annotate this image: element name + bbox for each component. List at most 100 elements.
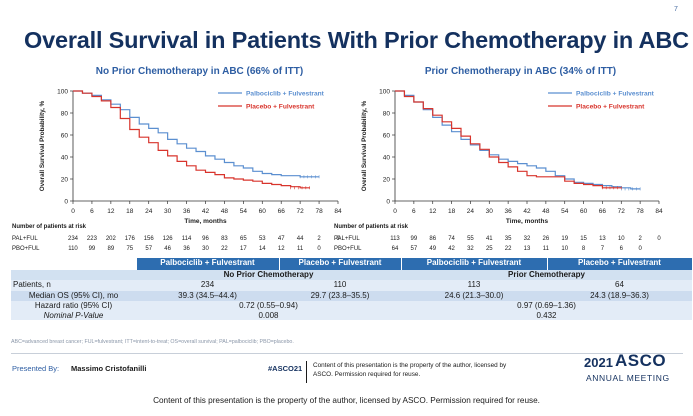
x-tick-label: 60 xyxy=(259,208,267,215)
asco-logo-year: 2021 xyxy=(584,355,613,370)
risk-value: 96 xyxy=(202,236,209,242)
risk-value: 202 xyxy=(105,236,116,242)
risk-value: 25 xyxy=(485,246,493,252)
risk-value: 0 xyxy=(317,246,321,252)
risk-value: 32 xyxy=(467,246,474,252)
risk-value: 126 xyxy=(162,236,173,242)
series-line-placebo xyxy=(395,90,622,189)
risk-value: 57 xyxy=(145,246,153,252)
risk-header-no-prior: Number of patients at risk xyxy=(12,224,87,230)
group-label-no-prior: No Prior Chemotherapy xyxy=(136,269,401,281)
risk-value: 11 xyxy=(542,246,549,252)
footer-vertical-divider xyxy=(306,361,307,383)
y-tick-label: 20 xyxy=(61,176,69,183)
y-tick-label: 60 xyxy=(61,132,69,139)
legend-label: Placebo + Fulvestrant xyxy=(246,103,315,110)
x-tick-label: 12 xyxy=(107,208,115,215)
x-tick-label: 0 xyxy=(393,208,397,215)
slide-title: Overall Survival in Patients With Prior … xyxy=(24,27,689,53)
risk-value: 13 xyxy=(599,236,606,242)
y-tick-label: 80 xyxy=(61,110,69,117)
page-number: 7 xyxy=(674,6,678,13)
risk-value: 113 xyxy=(390,236,400,242)
x-tick-label: 54 xyxy=(240,208,248,215)
hashtag: #ASCO21 xyxy=(268,364,303,373)
risk-value: 99 xyxy=(410,236,418,242)
asco-logo-subtitle: ANNUAL MEETING xyxy=(586,373,670,383)
risk-value: 10 xyxy=(617,236,625,242)
risk-value: 8 xyxy=(581,246,586,252)
x-tick-label: 54 xyxy=(561,208,569,215)
risk-value: 57 xyxy=(410,246,418,252)
footnote: ABC=advanced breast cancer; FUL=fulvestr… xyxy=(11,339,294,345)
p-value-label: Nominal P-Value xyxy=(43,310,104,320)
y-tick-label: 0 xyxy=(64,198,68,205)
p-value: 0.432 xyxy=(536,310,557,320)
risk-value: 2 xyxy=(638,236,642,242)
risk-value: 110 xyxy=(68,246,78,252)
risk-value: 156 xyxy=(143,236,154,242)
chart-heading-prior: Prior Chemotherapy in ABC (34% of ITT) xyxy=(424,66,617,77)
os-summary-table: Palbociclib + Fulvestrant Placebo + Fulv… xyxy=(11,258,693,321)
x-tick-label: 66 xyxy=(278,208,286,215)
x-tick-label: 18 xyxy=(448,208,456,215)
bottom-notice: Content of this presentation is the prop… xyxy=(153,396,540,405)
risk-value: 223 xyxy=(86,236,97,242)
hazard-ratio-value: 0.97 (0.69–1.36) xyxy=(517,301,576,311)
series-line-placebo xyxy=(73,90,310,189)
table-cell: 234 xyxy=(136,280,279,291)
y-tick-label: 80 xyxy=(383,110,391,117)
risk-value: 176 xyxy=(124,236,135,242)
asco-logo-word: ASCO xyxy=(615,351,667,370)
hazard-cell-no-prior: 0.72 (0.55–0.94) 0.008 xyxy=(136,301,401,321)
risk-value: 41 xyxy=(485,236,493,242)
presented-by-label: Presented By: xyxy=(12,364,60,373)
risk-value: 83 xyxy=(221,236,228,242)
x-tick-label: 36 xyxy=(183,208,191,215)
hazard-ratio-label: Hazard ratio (95% CI) xyxy=(34,301,113,311)
table-header-cell: Placebo + Fulvestrant xyxy=(279,258,402,270)
chart-heading-no-prior: No Prior Chemotherapy in ABC (66% of ITT… xyxy=(95,66,304,77)
presenter-name: Massimo Cristofanilli xyxy=(71,364,147,373)
footer-divider xyxy=(11,353,683,354)
table-row: Patients, n 234 110 113 64 xyxy=(11,280,692,291)
legend-label: Palbociclib + Fulvestrant xyxy=(246,90,325,97)
x-tick-label: 24 xyxy=(145,208,153,215)
table-header-cell: Palbociclib + Fulvestrant xyxy=(136,258,280,270)
risk-value: 30 xyxy=(202,246,209,252)
risk-value: 99 xyxy=(88,246,96,252)
risk-value: 2 xyxy=(317,236,321,242)
x-tick-label: 36 xyxy=(505,208,513,215)
risk-value: 22 xyxy=(221,246,228,252)
x-tick-label: 78 xyxy=(315,208,323,215)
table-row: Hazard ratio (95% CI) Nominal P-Value 0.… xyxy=(11,301,692,321)
table-header-cell: Placebo + Fulvestrant xyxy=(547,258,693,270)
p-value: 0.008 xyxy=(258,310,279,320)
risk-value: 114 xyxy=(181,236,192,242)
risk-value: 65 xyxy=(240,236,247,242)
risk-value: 14 xyxy=(258,246,266,252)
table-header-row: Palbociclib + Fulvestrant Placebo + Fulv… xyxy=(11,258,693,270)
y-tick-label: 40 xyxy=(61,154,69,161)
y-tick-label: 40 xyxy=(383,154,391,161)
risk-value: 47 xyxy=(277,236,285,242)
risk-value: 49 xyxy=(429,246,437,252)
risk-value: 13 xyxy=(523,246,531,252)
x-tick-label: 84 xyxy=(655,208,663,215)
x-tick-label: 18 xyxy=(126,208,134,215)
risk-value: 6 xyxy=(619,246,623,252)
table-cell: 24.6 (21.3–30.0) xyxy=(401,290,547,302)
risk-value: 0 xyxy=(336,236,340,242)
risk-value: 75 xyxy=(126,246,134,252)
row-label-median: Median OS (95% CI), mo xyxy=(11,290,136,302)
risk-row-label: PAL+FUL xyxy=(12,236,38,242)
risk-value: 7 xyxy=(600,246,605,252)
risk-value: 22 xyxy=(504,246,512,252)
risk-value: 35 xyxy=(504,236,512,242)
risk-value: 89 xyxy=(107,246,115,252)
risk-value: 55 xyxy=(467,236,474,242)
risk-header-prior: Number of patients at risk xyxy=(334,224,409,230)
hazard-cell-prior: 0.97 (0.69–1.36) 0.432 xyxy=(401,301,692,321)
table-cell: 29.7 (23.8–35.5) xyxy=(279,290,401,302)
